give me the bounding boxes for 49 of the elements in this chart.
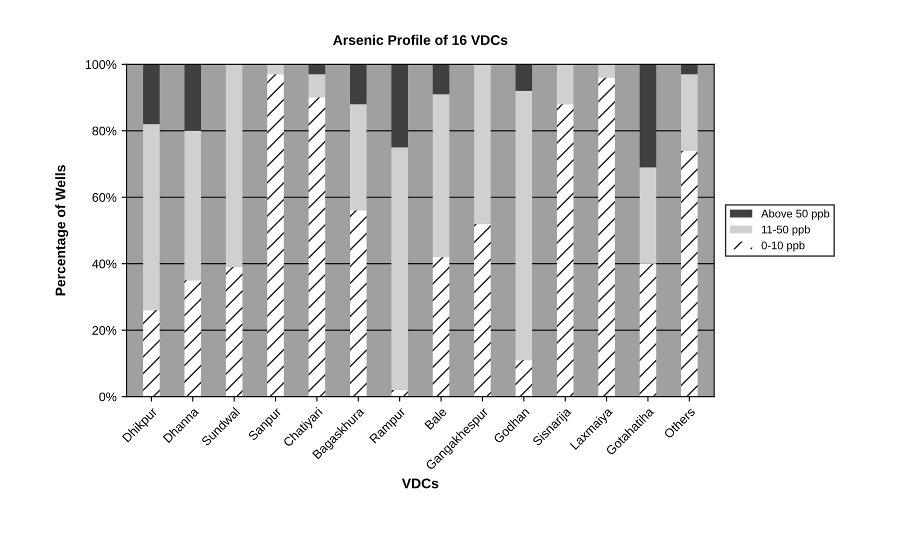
bar [267,64,284,74]
y-tick-label: 60% [92,193,116,202]
bar [350,64,367,104]
bar [308,98,326,397]
bar [474,64,491,224]
bar [267,74,284,397]
bar [516,90,532,360]
bar [143,310,160,397]
bar [432,257,450,397]
y-tick-label: 100% [86,60,116,69]
y-tick-label: 0% [99,392,116,402]
bar [432,64,450,94]
bar [226,64,242,268]
bar [556,104,574,397]
bar [598,64,615,78]
legend-label: 0-10 ppb [762,241,805,252]
bar [556,64,574,104]
bar [516,64,532,91]
bar [681,64,698,74]
bar [143,64,160,124]
bar [308,74,326,98]
bar [640,264,656,397]
y-axis-title: Percentage of Wells [55,165,68,296]
bar [516,360,532,397]
bar [598,78,615,397]
bar [391,390,408,397]
bar [640,64,656,168]
chart-title: Arsenic Profile of 16 VDCs [333,34,508,46]
bar [391,64,408,148]
bar [350,104,367,211]
bar [432,94,450,258]
bar [681,150,698,397]
y-tick-label: 20% [92,326,116,335]
x-axis-title: VDCs [402,478,438,488]
bar [184,280,202,397]
bar [681,74,698,151]
bar [226,267,242,397]
bar [184,130,202,280]
y-tick-label: 40% [92,260,116,268]
legend-label: Above 50 ppb [761,209,830,220]
bar [640,167,656,264]
bar [350,210,367,397]
bar [143,124,160,310]
y-tick-label: 80% [92,126,116,136]
bar [184,64,202,131]
bar [308,64,326,74]
bar [391,147,408,390]
bar [474,224,491,397]
legend-label: 11-50 ppb [762,225,810,236]
